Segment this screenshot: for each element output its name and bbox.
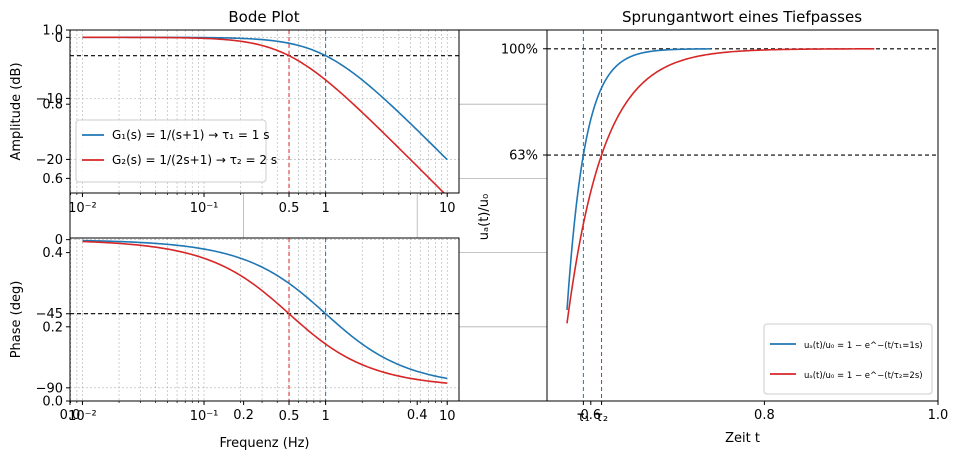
y-tick-label: −10	[36, 92, 63, 107]
x-tick-label: τ₂	[595, 410, 608, 425]
subplot-frame	[69, 237, 460, 402]
x-tick-label: 0.5	[279, 409, 300, 424]
bg-xtick-label: 0.8	[754, 408, 775, 423]
x-tick-label: 10	[439, 201, 456, 216]
bg-xtick-label: 0.6	[580, 408, 601, 423]
subplot-frame	[546, 29, 939, 402]
x-tick-label: 1	[321, 201, 329, 216]
phase-axes: 10⁻² 10⁻¹ 0.5 1 10 0 −45 −90 Phase (deg) Frequenz…	[9, 233, 460, 451]
plot-area	[70, 238, 459, 401]
x-tick-label: 10⁻¹	[190, 201, 219, 216]
legend-label-G2: G₂(s) = 1/(2s+1) → τ₂ = 2 s	[112, 153, 277, 167]
bg-xtick-label: 0.2	[233, 408, 254, 423]
x-tick-label: 10⁻²	[68, 201, 97, 216]
bg-ytick-label: 0.2	[42, 320, 63, 335]
x-tick-label: 10	[439, 409, 456, 424]
subplot-frame	[69, 29, 460, 194]
y-tick-label: −90	[36, 381, 63, 396]
legend-label-S1: uₐ(t)/u₀ = 1 − e^−(t/τ₁=1s)	[804, 341, 923, 351]
x-tick-label: 10⁻²	[68, 409, 97, 424]
x-tick-label: 10⁻¹	[190, 409, 219, 424]
bg-ytick-label: 0.6	[42, 172, 63, 187]
x-tick-label: 1	[321, 409, 329, 424]
subplot-background	[70, 238, 459, 401]
y-axis-label: Amplitude (dB)	[9, 62, 24, 160]
series-line-G1	[82, 239, 448, 380]
bg-ytick-label: 0.0	[42, 395, 63, 410]
bg-xtick-label: 0.0	[60, 408, 81, 423]
series-line-S1	[566, 48, 711, 311]
legend-box	[763, 323, 933, 395]
y-axis-label: Phase (deg)	[9, 281, 24, 359]
plot-area	[547, 30, 938, 401]
y-tick-label: −20	[36, 153, 63, 168]
y-tick-label: 0	[55, 233, 63, 248]
y-axis-label: uₐ(t)/u₀	[477, 194, 492, 240]
step-axes: 100% 63% τ₁ τ₂ Zeit t uₐ(t)/u₀ uₐ(t)/u₀ = 1 − …	[477, 29, 939, 446]
legend-label-S2: uₐ(t)/u₀ = 1 − e^−(t/τ₂=2s)	[804, 371, 923, 381]
bg-ytick-label: 0.4	[42, 246, 63, 261]
series-line-G2	[82, 240, 448, 384]
x-tick-label: τ₁	[577, 410, 590, 425]
x-axis-label: Frequenz (Hz)	[219, 436, 309, 451]
y-tick-label: 100%	[501, 42, 538, 57]
step-title: Sprungantwort eines Tiefpasses	[622, 8, 862, 26]
bg-xtick-label: 1.0	[928, 408, 949, 423]
bg-xtick-label: 0.4	[407, 408, 428, 423]
bg-ytick-label: 0.8	[42, 98, 63, 113]
amplitude-axes: 10⁻² 10⁻¹ 0.5 1 10 0 −10 −20 Amplitude (dB) G₁(s)…	[9, 29, 460, 216]
legend-label-G1: G₁(s) = 1/(s+1) → τ₁ = 1 s	[112, 128, 270, 142]
bg-ytick-label: 1.0	[42, 24, 63, 39]
x-tick-label: 0.5	[279, 201, 300, 216]
y-tick-label: 0	[55, 31, 63, 46]
bode-title: Bode Plot	[228, 8, 299, 26]
x-axis-label: Zeit t	[725, 431, 760, 446]
series-line-S2	[566, 48, 875, 324]
series-line-G2	[82, 36, 446, 193]
y-tick-label: 63%	[509, 149, 538, 164]
legend-box	[75, 119, 267, 183]
y-tick-label: −45	[36, 307, 63, 322]
plot-area	[70, 30, 459, 193]
